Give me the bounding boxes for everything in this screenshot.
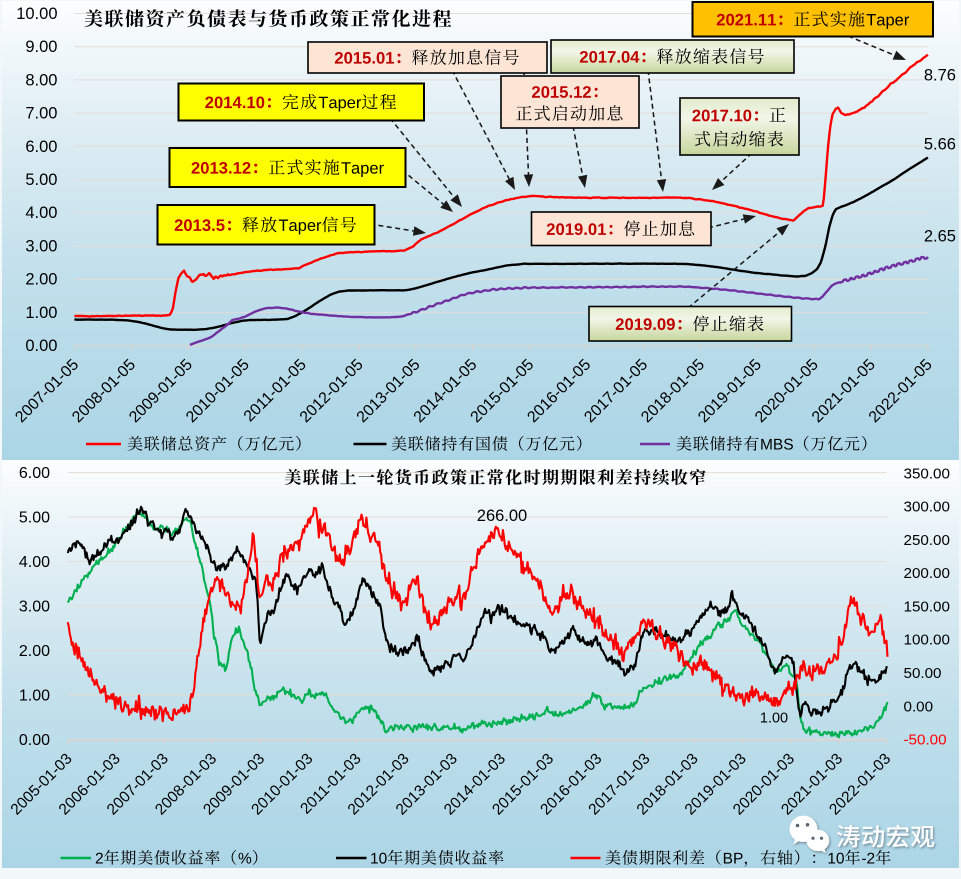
svg-text:6.00: 6.00 bbox=[19, 465, 50, 482]
svg-text:250.00: 250.00 bbox=[904, 532, 950, 549]
svg-text:8.00: 8.00 bbox=[25, 71, 57, 89]
svg-text:1.00: 1.00 bbox=[19, 687, 50, 704]
svg-text:0.00: 0.00 bbox=[904, 698, 934, 715]
svg-text:-50.00: -50.00 bbox=[904, 732, 947, 749]
svg-text:3.00: 3.00 bbox=[19, 599, 50, 616]
svg-text:266.00: 266.00 bbox=[477, 507, 527, 525]
svg-text:10.00: 10.00 bbox=[16, 5, 57, 23]
svg-text:50.00: 50.00 bbox=[904, 665, 942, 682]
svg-text:1.00: 1.00 bbox=[25, 304, 57, 322]
svg-text:0.00: 0.00 bbox=[25, 337, 57, 355]
svg-text:5.00: 5.00 bbox=[19, 510, 50, 527]
svg-text:100.00: 100.00 bbox=[904, 632, 950, 649]
svg-text:150.00: 150.00 bbox=[904, 599, 950, 616]
svg-text:0.00: 0.00 bbox=[19, 732, 50, 749]
svg-text:2.00: 2.00 bbox=[25, 271, 57, 289]
svg-text:200.00: 200.00 bbox=[904, 565, 950, 582]
svg-text:9.00: 9.00 bbox=[25, 38, 57, 56]
svg-text:5.66: 5.66 bbox=[924, 136, 956, 154]
svg-text:3.00: 3.00 bbox=[25, 237, 57, 255]
svg-text:1.00: 1.00 bbox=[760, 711, 788, 727]
svg-text:7.00: 7.00 bbox=[25, 105, 57, 123]
svg-text:300.00: 300.00 bbox=[904, 499, 950, 516]
svg-text:8.76: 8.76 bbox=[924, 67, 956, 85]
svg-text:5.00: 5.00 bbox=[25, 171, 57, 189]
svg-text:2.00: 2.00 bbox=[19, 643, 50, 660]
svg-text:4.00: 4.00 bbox=[25, 204, 57, 222]
svg-text:2.65: 2.65 bbox=[924, 228, 956, 246]
svg-text:350.00: 350.00 bbox=[904, 465, 950, 482]
svg-text:6.00: 6.00 bbox=[25, 138, 57, 156]
svg-text:4.00: 4.00 bbox=[19, 554, 50, 571]
